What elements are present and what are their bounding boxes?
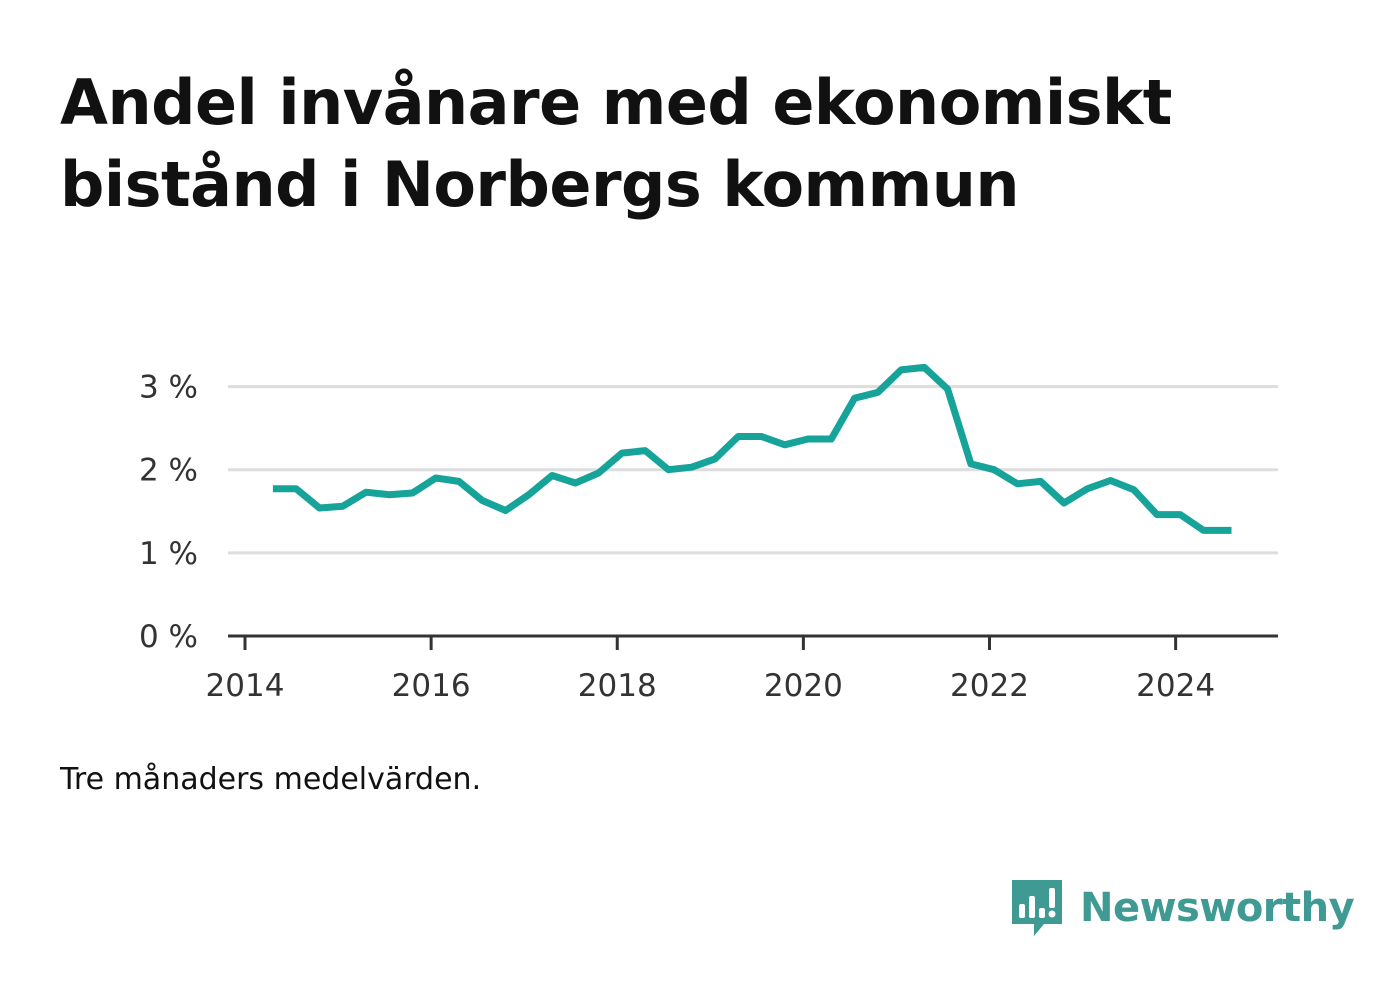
x-axis	[228, 634, 1278, 650]
y-tick-label: 3 %	[139, 370, 198, 406]
chart-title: Andel invånare med ekonomiskt bistånd i …	[60, 66, 1172, 221]
grid-lines	[228, 385, 1278, 555]
y-axis-labels: 0 % 1 % 2 % 3 %	[139, 370, 198, 655]
x-tick-label: 2024	[1136, 668, 1215, 704]
series-line	[272, 363, 1232, 534]
brand-logo: Newsworthy	[1008, 876, 1355, 940]
x-tick-label: 2020	[764, 668, 843, 704]
y-tick-label: 0 %	[139, 619, 198, 655]
brand-name: Newsworthy	[1080, 885, 1355, 931]
x-tick-label: 2018	[578, 668, 657, 704]
x-tick-label: 2014	[206, 668, 285, 704]
x-tick-label: 2016	[392, 668, 471, 704]
x-axis-labels: 2014 2016 2018 2020 2022 2024	[206, 668, 1216, 704]
y-tick-label: 2 %	[139, 453, 198, 489]
chart-note: Tre månaders medelvärden.	[60, 762, 482, 797]
series-layer	[272, 363, 1232, 534]
x-tick-label: 2022	[950, 668, 1029, 704]
bar-chart-speech-bubble-icon	[1012, 880, 1062, 936]
y-tick-label: 1 %	[139, 536, 198, 572]
